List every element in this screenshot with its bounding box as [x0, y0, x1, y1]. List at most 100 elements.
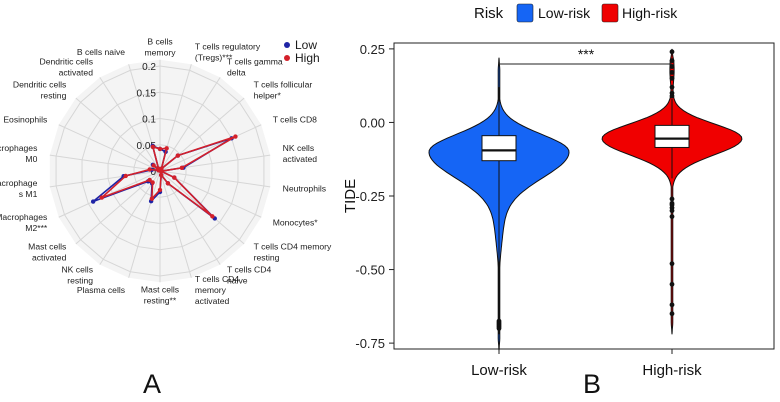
legend-low-label: Low: [295, 38, 317, 52]
radar-category-label: helper*: [254, 90, 282, 100]
y-tick-label: 0.00: [360, 115, 385, 130]
radar-point-high: [179, 165, 185, 171]
outlier-point: [669, 261, 675, 267]
legend-swatch-low-risk: [516, 3, 534, 23]
outlier-point: [669, 70, 675, 75]
violin-high-risk: [601, 48, 743, 335]
legend-low-marker: [284, 42, 290, 48]
y-axis: 0.25 0.00 -0.25 -0.50 -0.75: [355, 42, 394, 351]
radar-category-label: M0: [25, 154, 37, 164]
radar-category-label: T cells CD4: [227, 265, 271, 275]
radar-spoke: [99, 170, 161, 265]
radar-category-label: activated: [195, 296, 230, 306]
radar-radial-tick-label: 0.15: [137, 88, 157, 99]
radar-category-label: B cells naive: [77, 47, 125, 57]
significance-label: ***: [578, 46, 595, 62]
radar-category-label: activated: [59, 67, 94, 77]
radar-point-high: [151, 163, 156, 168]
radar-category-label: T cells gamma: [227, 56, 283, 66]
y-tick-label: 0.25: [360, 42, 385, 57]
outlier-point: [669, 196, 675, 202]
y-axis-title: TIDE: [342, 179, 359, 213]
radar-category-label: Macrophages: [0, 143, 37, 153]
radar-point-high: [149, 196, 155, 201]
radar-spoke: [49, 170, 161, 188]
radar-point-high: [147, 177, 152, 183]
radar-category-label: T cells CD4: [195, 274, 239, 284]
radar-radial-tick-label: 0.2: [142, 62, 156, 73]
radar-spoke: [159, 124, 262, 172]
radar-point-high: [165, 181, 171, 186]
legend-high-label: High: [295, 51, 320, 65]
legend-high-marker: [284, 55, 290, 61]
boxplot-box-low-risk: [481, 135, 517, 162]
legend-label-high-risk: High-risk: [622, 5, 678, 21]
radar-category-label: B cells: [147, 37, 172, 47]
radar-category-label: Monocytes*: [273, 217, 319, 227]
radar-category-label: Mast cells: [28, 242, 66, 252]
radar-point-high: [172, 175, 177, 180]
radar-spoke: [159, 170, 271, 188]
radar-category-label: delta: [227, 67, 246, 77]
radar-category-label: Dendritic cells: [13, 79, 67, 89]
outlier-point: [669, 93, 675, 99]
y-tick-label: -0.50: [355, 263, 385, 278]
radar-point-high: [175, 153, 181, 158]
radar-point-high: [164, 146, 169, 151]
y-tick-label: -0.25: [355, 189, 385, 204]
radar-radial-tick-label: 0: [150, 167, 156, 178]
radar-radial-tick-label: 0.05: [137, 141, 157, 152]
legend-title: Risk: [474, 5, 504, 22]
radar-spoke: [159, 170, 262, 218]
radar-category-label: T cells regulatory: [195, 42, 261, 52]
outlier-point: [669, 75, 675, 81]
radar-spoke: [49, 154, 161, 172]
radar-radial-ticks: 0 0.05 0.1 0.15 0.2: [137, 62, 157, 178]
x-tick-label: High-risk: [642, 362, 702, 379]
radar-spoke: [159, 170, 192, 278]
radar-point-low: [90, 199, 96, 204]
panel-label-a: A: [143, 369, 161, 399]
outlier-point: [669, 49, 675, 55]
radar-category-label: T cells CD4 memory: [254, 242, 332, 252]
radar-spoke: [75, 170, 161, 245]
panel-label-b: B: [583, 369, 601, 399]
legend-swatch-high-risk: [601, 3, 619, 23]
radar-spoke: [99, 77, 161, 172]
radar-spoke: [128, 170, 161, 278]
radar-category-label: NK cells: [61, 265, 93, 275]
violin-legend: Risk Low-risk High-risk: [474, 3, 678, 23]
radar-point-high: [157, 146, 163, 152]
radar-category-label: Mast cells: [141, 284, 179, 294]
radar-series: [90, 134, 238, 221]
outlier-point: [496, 326, 502, 331]
radar-category-label: T cells CD8: [273, 115, 317, 125]
outlier-point: [669, 84, 675, 90]
radar-point-high: [210, 214, 215, 219]
radar-point-high: [150, 144, 156, 150]
radar-point-high: [157, 187, 163, 193]
significance-bracket: ***: [499, 46, 672, 65]
radar-category-label: Dendritic cells: [40, 56, 94, 66]
radar-spoke: [75, 97, 161, 172]
radar-category-label: Plasma cells: [77, 285, 125, 295]
outlier-point: [669, 302, 675, 308]
radar-point-high: [158, 172, 164, 178]
radar-category-label: resting**: [144, 295, 177, 305]
radar-point-high: [150, 180, 155, 185]
plot-panel-border: [393, 42, 775, 350]
radar-category-label: NK cells: [283, 143, 315, 153]
radar-category-label: Neutrophils: [283, 184, 326, 194]
radar-category-label: Macrophage: [0, 178, 38, 188]
radar-spoke: [159, 77, 221, 172]
radar-point-high: [123, 173, 128, 179]
radar-point-high: [147, 167, 152, 172]
outlier-point: [669, 311, 675, 317]
radar-radial-tick-label: 0.1: [142, 115, 156, 126]
outlier-point: [669, 208, 675, 214]
violin-chart: 0.25 0.00 -0.25 -0.50 -0.75 Low-risk High-ris…: [342, 3, 775, 379]
outlier-point: [669, 58, 675, 64]
radar-category-label: memory: [144, 48, 176, 58]
